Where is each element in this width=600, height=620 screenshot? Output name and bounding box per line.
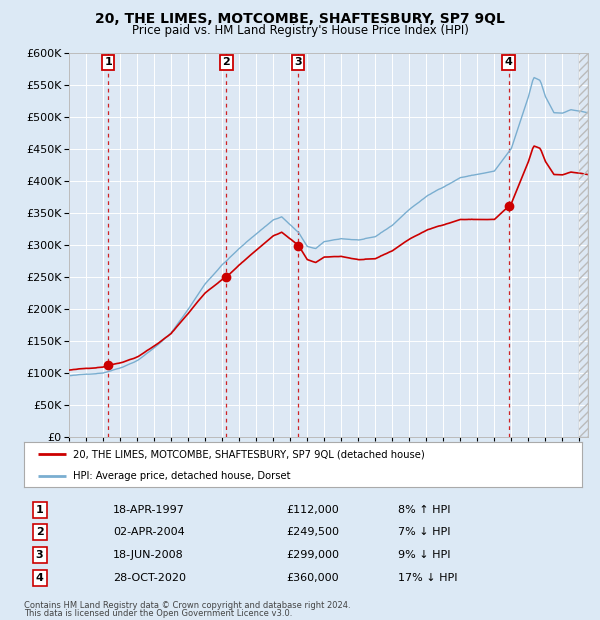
- Text: 3: 3: [36, 550, 43, 560]
- Text: 2: 2: [36, 527, 43, 537]
- Text: Contains HM Land Registry data © Crown copyright and database right 2024.: Contains HM Land Registry data © Crown c…: [24, 601, 350, 611]
- Text: 1: 1: [36, 505, 43, 515]
- Text: £249,500: £249,500: [286, 527, 339, 537]
- Text: 7% ↓ HPI: 7% ↓ HPI: [398, 527, 451, 537]
- Text: HPI: Average price, detached house, Dorset: HPI: Average price, detached house, Dors…: [73, 471, 290, 480]
- Text: 20, THE LIMES, MOTCOMBE, SHAFTESBURY, SP7 9QL: 20, THE LIMES, MOTCOMBE, SHAFTESBURY, SP…: [95, 12, 505, 27]
- Text: 1: 1: [104, 57, 112, 68]
- Text: 4: 4: [35, 574, 44, 583]
- Text: This data is licensed under the Open Government Licence v3.0.: This data is licensed under the Open Gov…: [24, 609, 292, 618]
- Text: 28-OCT-2020: 28-OCT-2020: [113, 574, 186, 583]
- Text: 3: 3: [294, 57, 302, 68]
- Text: 2: 2: [223, 57, 230, 68]
- Text: 18-APR-1997: 18-APR-1997: [113, 505, 185, 515]
- Text: 4: 4: [505, 57, 512, 68]
- Text: £299,000: £299,000: [286, 550, 339, 560]
- Text: £112,000: £112,000: [286, 505, 339, 515]
- Text: £360,000: £360,000: [286, 574, 339, 583]
- Text: 8% ↑ HPI: 8% ↑ HPI: [398, 505, 451, 515]
- Text: 9% ↓ HPI: 9% ↓ HPI: [398, 550, 451, 560]
- Text: 17% ↓ HPI: 17% ↓ HPI: [398, 574, 457, 583]
- Text: 20, THE LIMES, MOTCOMBE, SHAFTESBURY, SP7 9QL (detached house): 20, THE LIMES, MOTCOMBE, SHAFTESBURY, SP…: [73, 449, 425, 459]
- Text: Price paid vs. HM Land Registry's House Price Index (HPI): Price paid vs. HM Land Registry's House …: [131, 24, 469, 37]
- Text: 02-APR-2004: 02-APR-2004: [113, 527, 185, 537]
- Text: 18-JUN-2008: 18-JUN-2008: [113, 550, 184, 560]
